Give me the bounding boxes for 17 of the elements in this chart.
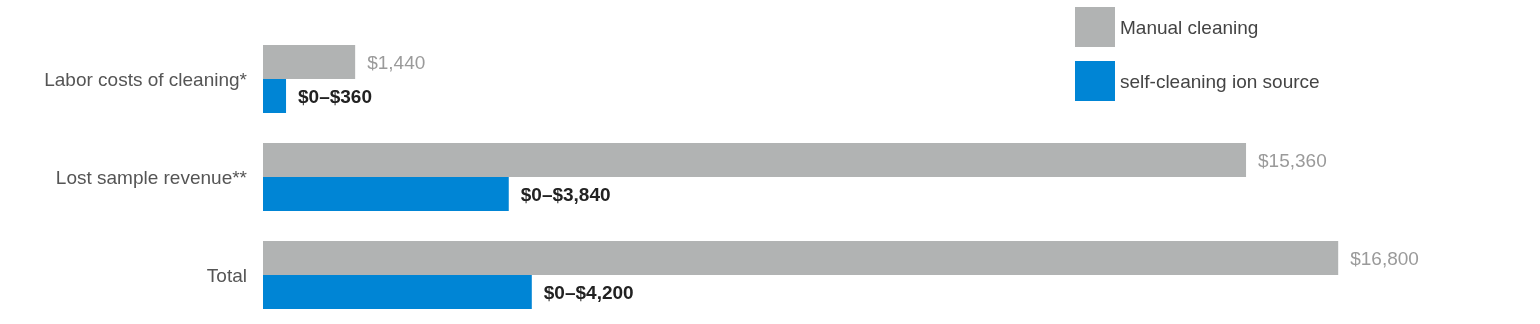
y-tick-label: Labor costs of cleaning* xyxy=(44,68,248,90)
bar xyxy=(263,177,509,211)
data-label: $0–$360 xyxy=(298,85,373,107)
data-label: $0–$3,840 xyxy=(520,183,611,205)
y-tick-label: Total xyxy=(206,264,247,286)
y-tick-label: Lost sample revenue** xyxy=(55,166,248,188)
legend-label: self-cleaning ion source xyxy=(1120,70,1320,92)
data-label: $1,440 xyxy=(367,51,426,73)
data-label: $16,800 xyxy=(1350,247,1419,269)
data-label: $15,360 xyxy=(1258,149,1327,171)
bar xyxy=(263,143,1247,177)
legend-label: Manual cleaning xyxy=(1120,16,1259,38)
bar xyxy=(263,45,356,79)
data-label: $0–$4,200 xyxy=(543,281,634,303)
bar xyxy=(263,241,1339,275)
bar xyxy=(263,275,532,309)
bar xyxy=(263,79,287,113)
